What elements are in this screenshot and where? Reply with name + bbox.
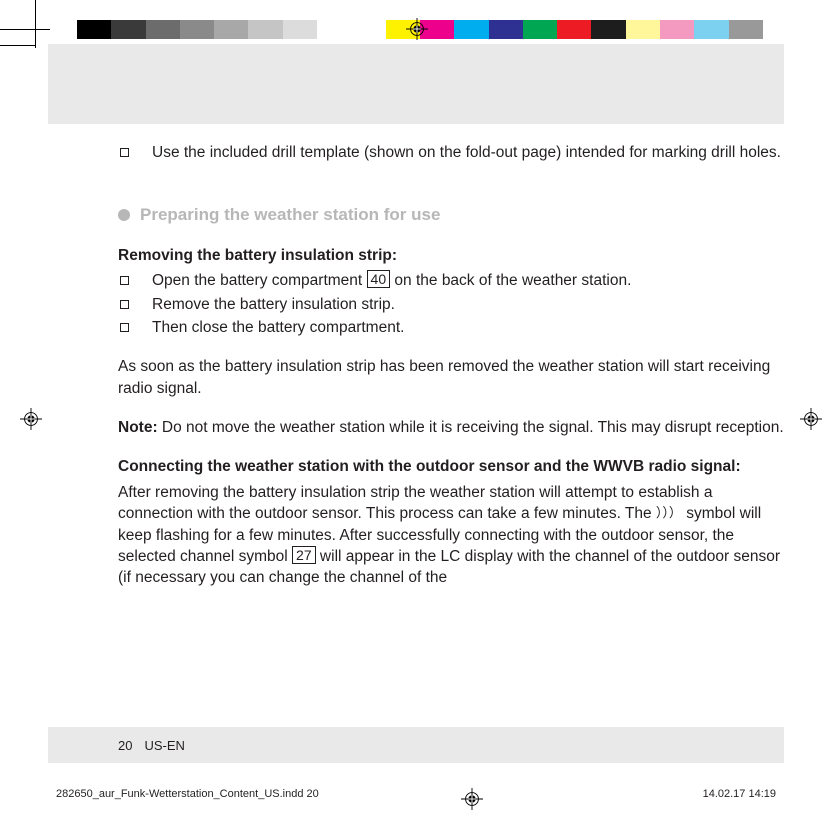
color-swatch (180, 20, 214, 39)
page-number: 20 (118, 738, 132, 753)
list-item: Use the included drill template (shown o… (118, 142, 784, 163)
section-heading-text: Preparing the weather station for use (140, 203, 440, 226)
registration-mark-icon (800, 408, 822, 430)
list-item: Open the battery compartment 40 on the b… (118, 270, 784, 291)
crop-mark (0, 45, 35, 46)
bullet-dot-icon (118, 209, 130, 221)
content-area: Use the included drill template (shown o… (118, 142, 784, 732)
list-item: Remove the battery insulation strip. (118, 294, 784, 315)
page-lang: US-EN (144, 738, 184, 753)
imprint-line: 282650_aur_Funk-Wetterstation_Content_US… (56, 788, 776, 800)
steps-list: Open the battery compartment 40 on the b… (118, 270, 784, 338)
registration-mark-icon (20, 408, 42, 430)
color-swatch (729, 20, 763, 39)
color-swatch (694, 20, 728, 39)
paragraph-block: Connecting the weather station with the … (118, 456, 784, 588)
note-paragraph: Note: Do not move the weather station wh… (118, 417, 784, 438)
imprint-file: 282650_aur_Funk-Wetterstation_Content_US… (56, 788, 319, 800)
paragraph: After removing the battery insulation st… (118, 482, 784, 589)
header-band (48, 44, 784, 124)
color-swatch (283, 20, 317, 39)
list-item: Then close the battery compartment. (118, 317, 784, 338)
subheading: Removing the battery insulation strip: (118, 245, 784, 266)
color-swatch (489, 20, 523, 39)
note-label: Note: (118, 419, 158, 436)
crop-mark (35, 0, 36, 48)
color-swatch (660, 20, 694, 39)
reference-number-box: 40 (367, 270, 391, 288)
color-swatch (626, 20, 660, 39)
color-swatch (557, 20, 591, 39)
imprint-date: 14.02.17 14:19 (703, 788, 776, 800)
color-swatch (351, 20, 385, 39)
paragraph: As soon as the battery insulation strip … (118, 356, 784, 399)
color-swatch (591, 20, 625, 39)
color-swatch (111, 20, 145, 39)
color-swatch (454, 20, 488, 39)
intro-list: Use the included drill template (shown o… (118, 142, 784, 163)
color-swatch (317, 20, 351, 39)
section-heading: Preparing the weather station for use (118, 203, 784, 226)
subheading: Connecting the weather station with the … (118, 456, 784, 477)
color-swatch (523, 20, 557, 39)
reference-number-box: 27 (292, 546, 316, 564)
crop-mark (0, 29, 50, 30)
signal-icon: ））） (656, 504, 682, 522)
color-swatch (146, 20, 180, 39)
color-swatch (77, 20, 111, 39)
footer-bar: 20 US-EN (48, 727, 784, 763)
color-swatch (214, 20, 248, 39)
color-swatch (248, 20, 282, 39)
page: Use the included drill template (shown o… (0, 0, 832, 832)
registration-mark-icon (406, 18, 428, 40)
